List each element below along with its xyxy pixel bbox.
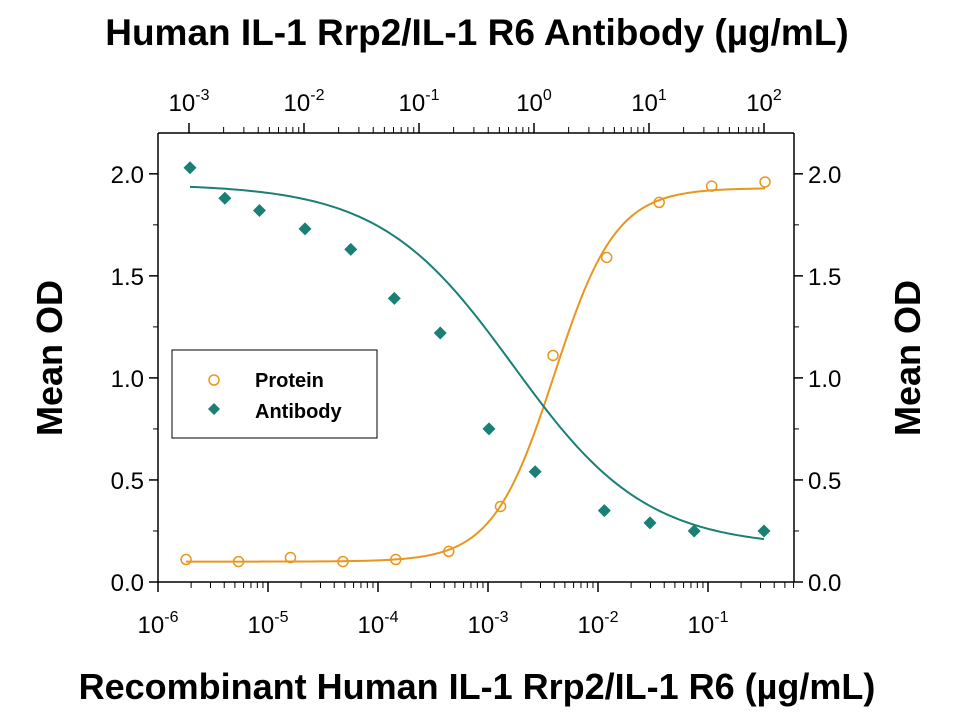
fit-curve-protein — [186, 187, 766, 563]
top-axis-title: Human IL-1 Rrp2/IL-1 R6 Antibody (µg/mL) — [105, 12, 849, 53]
left-y-axis-label: Mean OD — [29, 280, 70, 436]
bottom-x-tick-label-exponent: -4 — [384, 609, 398, 626]
bottom-x-tick-label-exponent: -2 — [604, 609, 618, 626]
antibody-point — [687, 524, 701, 538]
top-x-tick-label: 102 — [746, 87, 782, 117]
protein-point — [337, 555, 349, 568]
legend-antibody-label: Antibody — [255, 401, 343, 423]
antibody-point — [218, 191, 232, 205]
bottom-x-tick-label-exponent: -5 — [274, 609, 288, 626]
right-y-tick-label: 0.5 — [808, 468, 841, 495]
bottom-x-tick-label-exponent: -3 — [494, 609, 508, 626]
bottom-x-tick-label: 10-1 — [688, 609, 729, 639]
protein-point — [600, 251, 613, 264]
right-y-tick-label: 1.5 — [808, 264, 841, 291]
top-x-tick-label: 10-2 — [284, 87, 325, 117]
fit-curve-antibody — [189, 185, 765, 541]
protein-point — [759, 176, 771, 188]
left-y-tick-label: 2.0 — [111, 162, 144, 189]
axes-group — [157, 132, 795, 583]
bottom-x-tick-label-exponent: -6 — [164, 609, 178, 626]
top-x-tick-label-base: 10 — [746, 90, 773, 117]
protein-point — [494, 500, 507, 513]
data-points-group — [180, 161, 771, 568]
antibody-point — [528, 465, 542, 479]
bottom-x-tick-label-base: 10 — [468, 612, 495, 639]
protein-point — [390, 553, 402, 566]
right-y-tick-label: 2.0 — [808, 162, 841, 189]
antibody-point — [757, 524, 771, 538]
bottom-x-tick-label: 10-5 — [248, 609, 289, 639]
left-y-tick-label: 0.5 — [111, 468, 144, 495]
legend-antibody-marker — [208, 403, 220, 415]
antibody-point — [183, 161, 197, 175]
right-y-axis-label: Mean OD — [887, 280, 928, 436]
top-x-tick-label-base: 10 — [399, 90, 426, 117]
protein-point — [705, 180, 718, 192]
antibody-point — [344, 242, 358, 256]
top-x-tick-label-exponent: -3 — [195, 87, 209, 104]
antibody-point — [298, 222, 312, 236]
antibody-point — [482, 422, 496, 436]
bottom-x-tick-label-exponent: -1 — [714, 609, 728, 626]
top-x-tick-label-exponent: -2 — [310, 87, 324, 104]
top-x-tick-label-exponent: 1 — [658, 87, 667, 104]
top-x-tick-label: 10-3 — [169, 87, 210, 117]
top-x-tick-label-base: 10 — [169, 90, 196, 117]
bottom-x-tick-label: 10-3 — [468, 609, 509, 639]
bottom-x-tick-label-base: 10 — [248, 612, 275, 639]
legend-box — [171, 349, 378, 439]
top-x-tick-label-base: 10 — [284, 90, 311, 117]
legend-protein-label: Protein — [255, 370, 324, 392]
bottom-x-tick-label-base: 10 — [358, 612, 385, 639]
top-x-tick-label-exponent: -1 — [425, 87, 439, 104]
antibody-point — [643, 516, 657, 530]
protein-point — [232, 555, 245, 568]
legend: Protein Antibody — [171, 349, 378, 439]
top-x-tick-label-base: 10 — [631, 90, 658, 117]
top-x-tick-label-base: 10 — [516, 90, 543, 117]
left-y-tick-label: 0.0 — [111, 570, 144, 597]
antibody-point — [387, 291, 401, 305]
legend-protein-marker — [208, 374, 220, 386]
bottom-x-tick-label-base: 10 — [578, 612, 605, 639]
antibody-point — [252, 204, 266, 218]
antibody-point — [433, 326, 447, 340]
protein-point — [180, 553, 192, 566]
bottom-x-tick-label-base: 10 — [138, 612, 165, 639]
left-y-tick-label: 1.5 — [111, 264, 144, 291]
protein-point — [443, 545, 455, 558]
top-x-tick-label: 100 — [516, 87, 552, 117]
bottom-x-tick-label: 10-4 — [358, 609, 399, 639]
left-y-tick-label: 1.0 — [111, 366, 144, 393]
bottom-x-tick-label: 10-6 — [138, 609, 179, 639]
top-x-tick-label-exponent: 2 — [773, 87, 782, 104]
top-x-tick-label: 10-1 — [399, 87, 440, 117]
right-y-tick-label: 0.0 — [808, 570, 841, 597]
antibody-point — [597, 504, 611, 518]
right-y-tick-label: 1.0 — [808, 366, 841, 393]
protein-point — [653, 196, 665, 209]
bottom-axis-title: Recombinant Human IL-1 Rrp2/IL-1 R6 (µg/… — [78, 666, 876, 707]
bottom-x-tick-label-base: 10 — [688, 612, 715, 639]
ticks-group: 0.0 0.00.5 0.51.0 1.01.5 1.52.0 2.010-6 10-5 10… — [111, 87, 842, 639]
bottom-x-tick-label: 10-2 — [578, 609, 619, 639]
top-x-tick-label-exponent: 0 — [543, 87, 552, 104]
protein-point — [547, 349, 559, 362]
protein-point — [284, 551, 297, 564]
fit-curves-group — [186, 185, 766, 563]
top-x-tick-label: 101 — [631, 87, 667, 117]
